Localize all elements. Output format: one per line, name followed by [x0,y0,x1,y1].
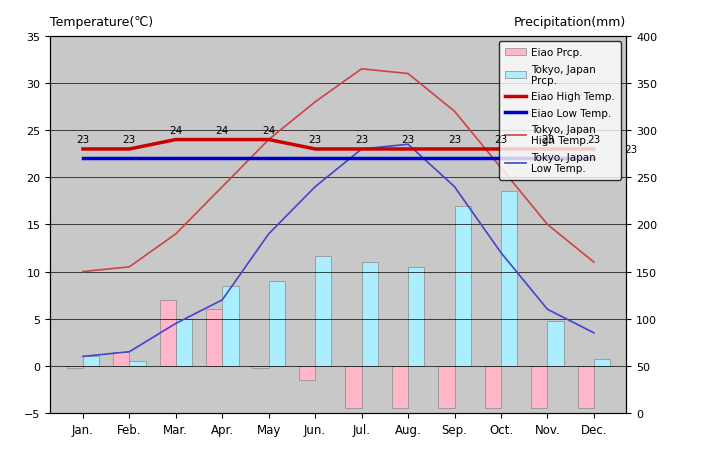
Text: Temperature(℃): Temperature(℃) [50,16,153,29]
Text: 23: 23 [624,145,637,155]
Bar [577,366,594,409]
Text: 23: 23 [309,135,322,145]
Bar [408,267,424,366]
Text: 24: 24 [262,126,275,135]
Bar [346,366,361,409]
Text: 24: 24 [169,126,182,135]
Bar [67,366,83,368]
Text: 23: 23 [541,135,554,145]
Bar [361,263,378,366]
Bar [392,366,408,409]
Bar [594,359,610,366]
Bar [222,286,238,366]
Text: Precipitation(mm): Precipitation(mm) [514,16,626,29]
Bar [160,300,176,366]
Bar [253,366,269,368]
Text: 24: 24 [216,126,229,135]
Bar [269,281,285,366]
Bar [438,366,454,409]
Bar [547,321,564,366]
Text: 23: 23 [588,135,600,145]
Bar [454,206,471,366]
Bar [206,309,222,366]
Text: 23: 23 [122,135,136,145]
Text: 23: 23 [76,135,89,145]
Bar [501,192,517,366]
Bar [176,319,192,366]
Bar [83,357,99,366]
Bar [531,366,547,409]
Text: 23: 23 [402,135,415,145]
Bar [130,361,145,366]
Bar [315,256,331,366]
Text: 23: 23 [448,135,461,145]
Text: 23: 23 [495,135,508,145]
Bar [485,366,501,409]
Legend: Eiao Prcp., Tokyo, Japan
Prcp., Eiao High Temp., Eiao Low Temp., Tokyo, Japan
Hi: Eiao Prcp., Tokyo, Japan Prcp., Eiao Hig… [499,42,621,180]
Bar [113,352,130,366]
Text: 23: 23 [355,135,368,145]
Bar [299,366,315,380]
